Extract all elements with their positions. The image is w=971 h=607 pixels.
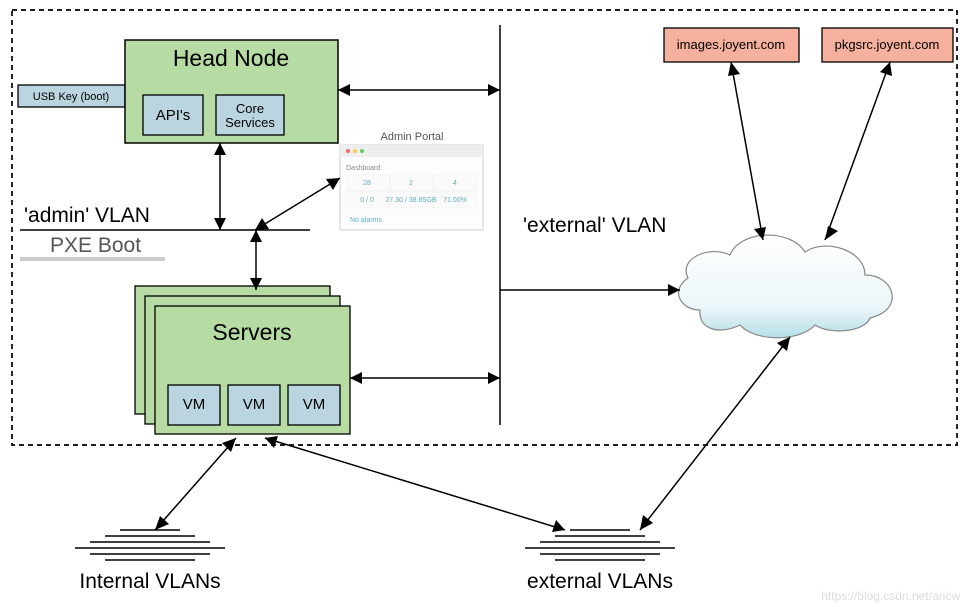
portal-stat-5: 71.00% [443,197,467,204]
servers-stack: Servers VM VM VM [135,286,350,434]
portal-stat-3: 0 / 0 [360,197,374,204]
pkgsrc-box: pkgsrc.joyent.com [822,28,953,62]
portal-stat-1: 2 [409,180,413,187]
portal-alarm: No alarms [350,217,382,224]
vm-1: VM [243,396,266,413]
head-node: Head Node API's Core Services [125,40,338,143]
admin-portal-label: Admin Portal [381,131,444,143]
external-vlans-label: external VLANs [527,570,673,593]
external-vlan-label: 'external' VLAN [523,214,666,237]
vm-0: VM [183,396,206,413]
portal-stat-0: 28 [363,180,371,187]
core-label2: Services [225,115,275,130]
external-vlans-symbol [525,530,675,560]
core-label1: Core [236,101,264,116]
images-label: images.joyent.com [677,37,785,52]
head-node-title: Head Node [173,45,289,71]
apis-label: API's [156,107,191,124]
watermark: https://blog.csdn.net/aricw [821,589,960,603]
cloud-icon [679,235,893,338]
portal-stat-2: 4 [453,180,457,187]
usb-key-box: USB Key (boot) [18,85,125,107]
pkgsrc-label: pkgsrc.joyent.com [835,37,940,52]
images-box: images.joyent.com [664,28,799,62]
pxe-boot-label: PXE Boot [50,234,141,257]
admin-vlan-label: 'admin' VLAN [24,204,150,227]
usb-key-label: USB Key (boot) [33,91,109,103]
vm-2: VM [303,396,326,413]
svg-text:Dashboard: Dashboard [346,165,380,172]
internal-vlans-symbol [75,530,225,560]
portal-stat-4: 27.30 / 38.85GB [386,197,437,204]
servers-title: Servers [212,319,291,345]
internal-vlans-label: Internal VLANs [79,570,220,593]
admin-portal: Admin Portal Dashboard 28 2 4 0 / 0 27.3… [340,131,483,230]
